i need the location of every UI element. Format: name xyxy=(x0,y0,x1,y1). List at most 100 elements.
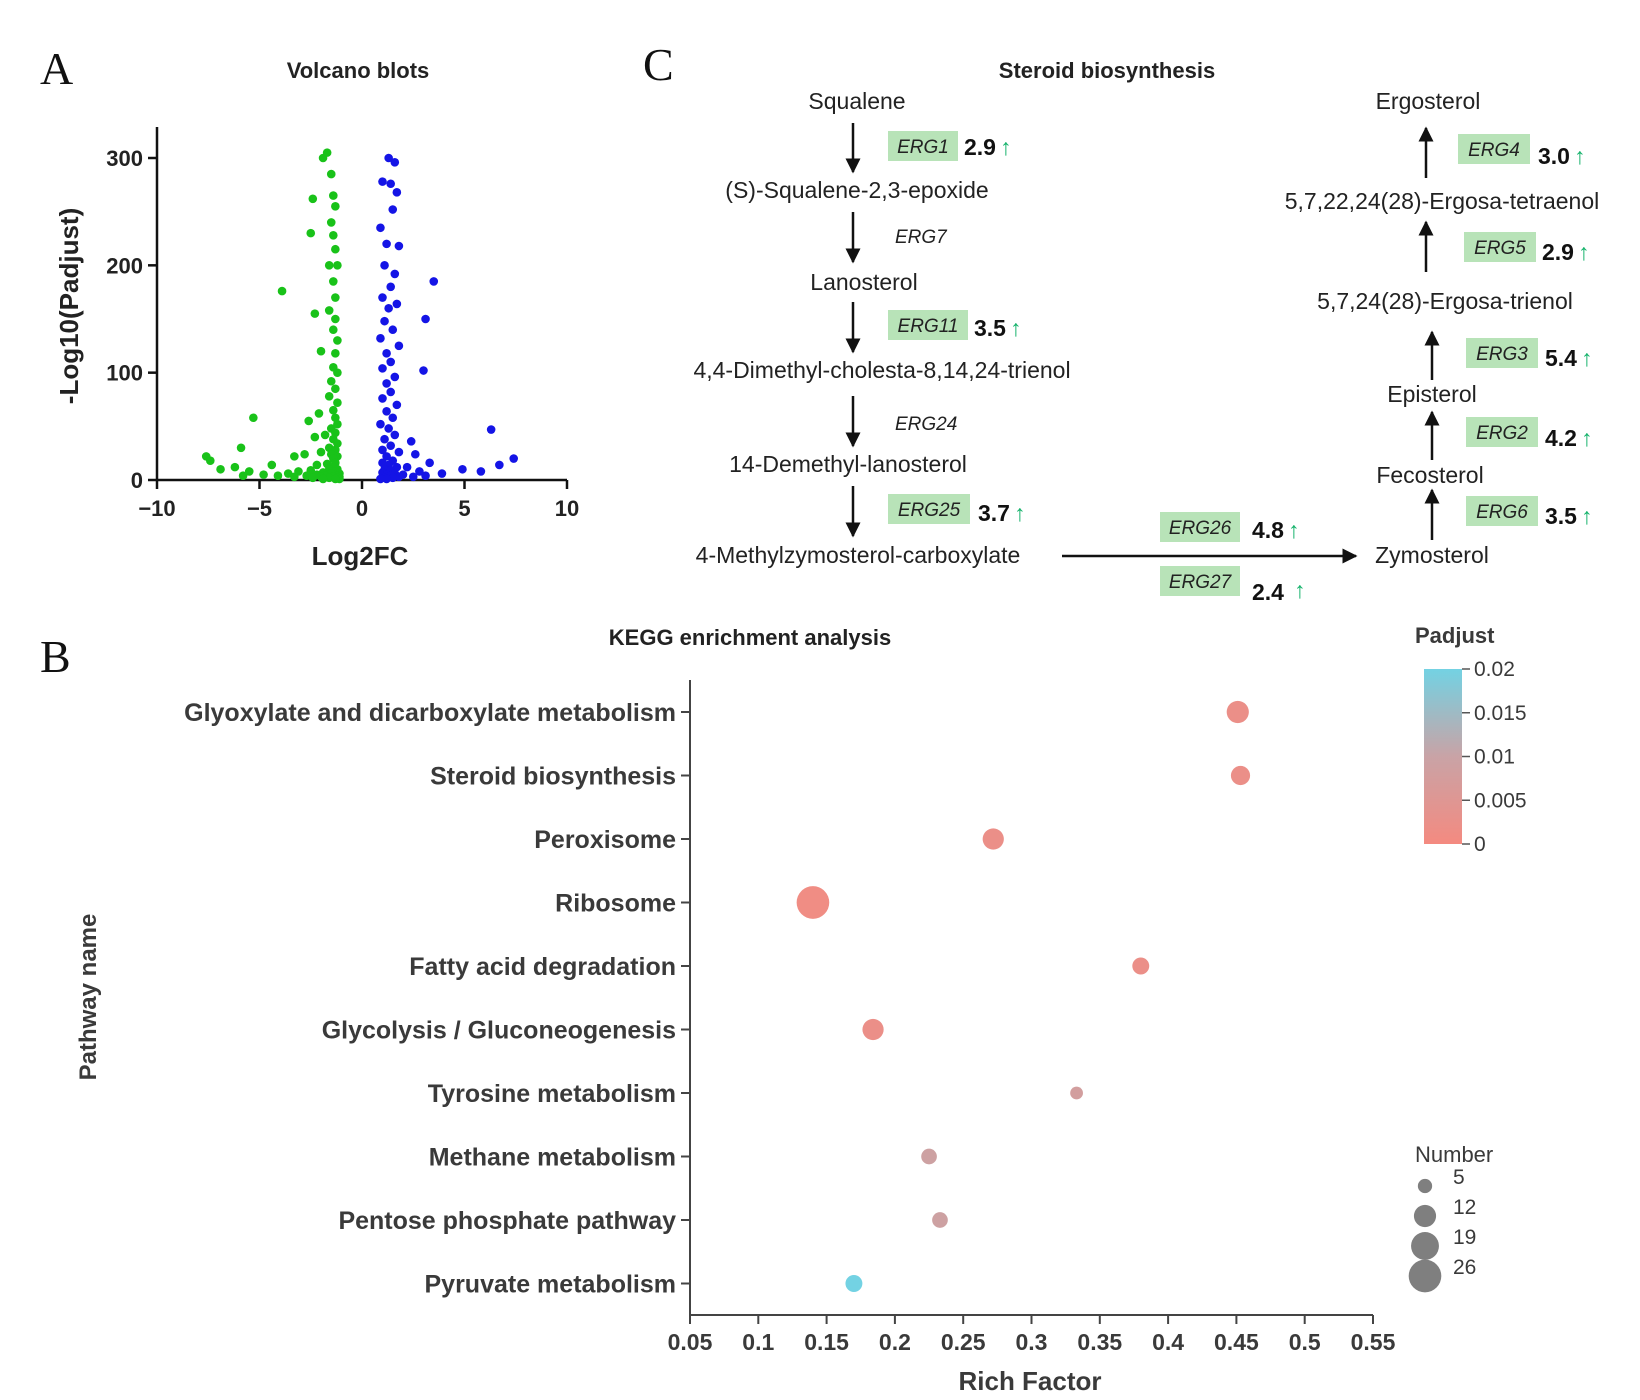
enzyme-erg4: ERG4 3.0 ↑ xyxy=(1458,134,1586,169)
volcano-point-down xyxy=(320,430,330,440)
volcano-point-down xyxy=(312,460,322,470)
up-arrow-erg25: ↑ xyxy=(1014,500,1026,526)
enzyme-erg25-name: ERG25 xyxy=(898,500,961,521)
enzyme-erg2-fold: 4.2 xyxy=(1545,425,1577,451)
up-arrow-erg5: ↑ xyxy=(1578,239,1590,265)
kegg-pathway-label: Tyrosine metabolism xyxy=(428,1080,676,1108)
volcano-point-up xyxy=(378,364,387,373)
volcano-y-tick-label: 0 xyxy=(131,468,143,493)
kegg-bubble xyxy=(1070,1086,1083,1100)
enzyme-erg6-fold: 3.5 xyxy=(1545,503,1577,529)
volcano-title: Volcano blots xyxy=(287,58,430,83)
volcano-point-up xyxy=(425,458,434,468)
volcano-point-up xyxy=(382,239,391,249)
number-legend: Number 5 12 19 26 xyxy=(1408,1142,1493,1293)
compound-episterol: Episterol xyxy=(1387,381,1476,407)
volcano-point-up xyxy=(382,474,391,484)
kegg-x-tick-label: 0.5 xyxy=(1289,1329,1321,1355)
volcano-point-up xyxy=(394,447,404,457)
highlight-erg2 xyxy=(1466,417,1538,447)
volcano-point-down xyxy=(333,419,342,429)
volcano-point-down xyxy=(310,309,320,318)
enzyme-erg7-name: ERG7 xyxy=(895,227,948,248)
volcano-points xyxy=(201,148,518,484)
volcano-point-down xyxy=(331,384,340,394)
volcano-point-down xyxy=(333,261,342,270)
volcano-point-up xyxy=(380,316,389,326)
kegg-x-label: Rich Factor xyxy=(958,1366,1101,1396)
volcano-point-up xyxy=(390,269,400,279)
volcano-point-up xyxy=(386,282,396,292)
padjust-tick-label: 0.005 xyxy=(1474,789,1527,812)
number-legend-label: 5 xyxy=(1453,1166,1465,1189)
volcano-point-up xyxy=(388,325,398,335)
volcano-point-down xyxy=(306,228,316,238)
volcano-point-down xyxy=(316,447,326,457)
highlight-erg1 xyxy=(888,131,958,161)
kegg-bubble xyxy=(932,1212,948,1228)
volcano-y-ticks: 0 100 200 300 xyxy=(106,146,157,493)
volcano-point-up xyxy=(376,474,385,484)
highlight-erg6 xyxy=(1466,496,1538,526)
volcano-point-up xyxy=(411,449,420,459)
volcano-point-down xyxy=(318,474,328,484)
padjust-legend: Padjust 0.02 0.015 0.01 0.005 0 xyxy=(1415,623,1527,856)
up-arrow-erg1: ↑ xyxy=(1000,134,1012,160)
volcano-point-up xyxy=(376,223,385,233)
padjust-legend-title: Padjust xyxy=(1415,623,1495,648)
volcano-point-up xyxy=(429,277,439,286)
volcano-point-down xyxy=(249,413,258,423)
highlight-erg4 xyxy=(1458,134,1530,164)
enzyme-erg24-name: ERG24 xyxy=(895,414,957,435)
volcano-plot: A Volcano blots −10 −5 0 5 10 0 100 200 300 Log… xyxy=(40,43,579,571)
highlight-erg3 xyxy=(1466,338,1538,368)
volcano-point-up xyxy=(394,241,404,251)
volcano-x-tick-label: 10 xyxy=(555,496,579,521)
volcano-point-down xyxy=(326,376,336,386)
kegg-bubble xyxy=(1132,957,1150,975)
kegg-pathway-label: Pentose phosphate pathway xyxy=(338,1207,676,1235)
volcano-point-up xyxy=(386,441,396,450)
enzyme-erg26-name: ERG26 xyxy=(1169,518,1232,539)
volcano-point-down xyxy=(259,470,268,479)
volcano-point-down xyxy=(331,293,340,302)
compound-epoxide: (S)-Squalene-2,3-epoxide xyxy=(725,177,988,203)
volcano-point-up xyxy=(376,334,385,343)
kegg-pathway-label: Ribosome xyxy=(555,890,676,918)
enzyme-erg5-fold: 2.9 xyxy=(1542,239,1574,265)
volcano-point-up xyxy=(378,445,387,455)
enzyme-erg4-name: ERG4 xyxy=(1468,140,1520,161)
volcano-point-up xyxy=(408,472,418,482)
volcano-point-up xyxy=(382,452,391,461)
compound-fecosterol: Fecosterol xyxy=(1376,462,1483,488)
number-legend-circle xyxy=(1408,1259,1442,1293)
volcano-point-up xyxy=(386,387,396,397)
kegg-x-tick-label: 0.45 xyxy=(1214,1329,1259,1355)
kegg-bubble xyxy=(796,886,830,919)
padjust-legend-ticks: 0.02 0.015 0.01 0.005 0 xyxy=(1462,658,1527,856)
up-arrow-erg6: ↑ xyxy=(1581,503,1593,529)
kegg-title: KEGG enrichment analysis xyxy=(609,625,891,650)
kegg-x-tick-label: 0.3 xyxy=(1016,1329,1048,1355)
compound-methylzymosterol: 4-Methylzymosterol-carboxylate xyxy=(696,542,1021,568)
kegg-bubble xyxy=(1230,765,1251,786)
volcano-point-down xyxy=(331,314,340,324)
volcano-point-down xyxy=(331,244,340,254)
volcano-x-ticks: −10 −5 0 5 10 xyxy=(138,480,579,521)
kegg-pathway-label: Glyoxylate and dicarboxylate metabolism xyxy=(184,699,676,727)
kegg-pathway-label: Fatty acid degradation xyxy=(409,953,676,981)
number-legend-circle xyxy=(1411,1232,1439,1260)
volcano-point-down xyxy=(290,472,299,482)
kegg-x-tick-label: 0.25 xyxy=(941,1329,986,1355)
volcano-point-down xyxy=(236,443,246,453)
enzyme-erg4-fold: 3.0 xyxy=(1538,143,1570,169)
highlight-erg27 xyxy=(1160,566,1240,596)
highlight-erg11 xyxy=(888,310,968,340)
kegg-bubble xyxy=(921,1148,937,1165)
kegg-pathway-label: Steroid biosynthesis xyxy=(430,763,676,791)
volcano-point-down xyxy=(290,452,299,461)
kegg-x-tick-label: 0.55 xyxy=(1351,1329,1396,1355)
volcano-point-down xyxy=(331,349,340,358)
volcano-y-tick-label: 300 xyxy=(106,146,143,171)
